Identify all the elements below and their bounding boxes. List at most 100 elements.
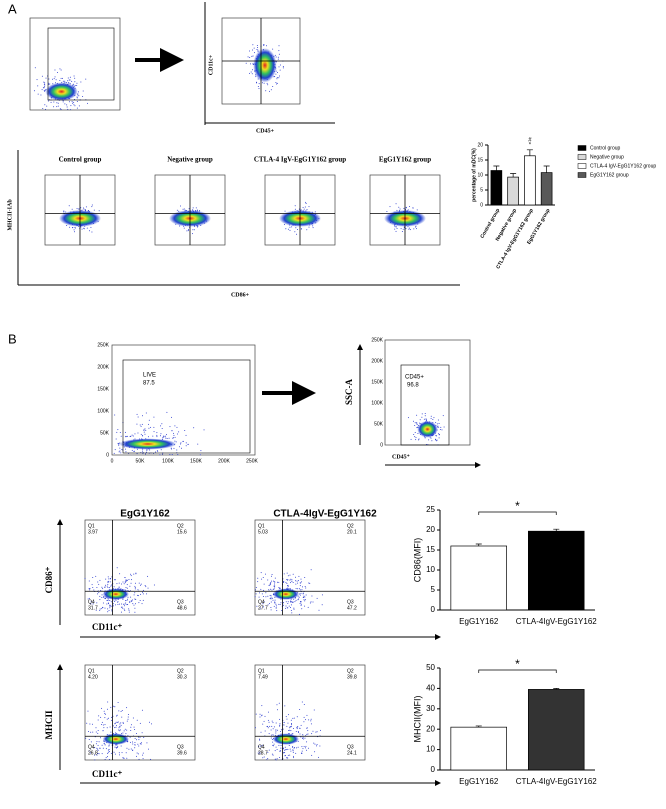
event-dot	[88, 738, 90, 740]
x-tick-label: EgG1Y162	[459, 617, 499, 626]
y-tick-label: 15	[477, 157, 483, 163]
event-dot	[270, 582, 272, 584]
bar	[524, 155, 536, 206]
event-dot	[252, 69, 254, 71]
event-dot	[52, 78, 54, 80]
event-dot	[300, 578, 302, 580]
density	[102, 588, 129, 600]
flow-plot	[44, 174, 116, 246]
event-dot	[258, 746, 260, 748]
event-dot	[91, 206, 93, 208]
event-dot	[49, 83, 51, 85]
event-dot	[318, 609, 320, 611]
event-dot	[112, 603, 114, 605]
event-dot	[268, 721, 270, 723]
event-dot	[261, 578, 263, 580]
event-dot	[252, 44, 254, 46]
event-dot	[259, 607, 261, 609]
event-dot	[143, 429, 145, 431]
event-dot	[419, 419, 421, 421]
event-dot	[403, 207, 405, 209]
event-dot	[305, 201, 307, 203]
event-dot	[416, 423, 418, 425]
event-dot	[140, 583, 142, 585]
event-dot	[73, 231, 75, 233]
x-tick-label: 200K	[218, 458, 230, 464]
event-dot	[292, 746, 294, 748]
quadrant-value: 28.7	[258, 750, 268, 756]
quadrant-value: 47.2	[347, 605, 357, 611]
event-dot	[134, 587, 136, 589]
event-dot	[290, 723, 292, 725]
event-dot	[274, 599, 276, 601]
event-dot	[113, 452, 115, 454]
event-dot	[416, 422, 418, 424]
event-dot	[89, 752, 91, 754]
event-dot	[301, 701, 303, 703]
event-dot	[88, 580, 90, 582]
event-dot	[92, 577, 94, 579]
event-dot	[275, 81, 277, 83]
event-dot	[95, 727, 97, 729]
quadrant-name: Q2	[347, 523, 354, 529]
event-dot	[296, 233, 298, 235]
event-dot	[88, 588, 90, 590]
event-dot	[114, 449, 116, 451]
event-dot	[171, 430, 173, 432]
event-dot	[269, 584, 271, 586]
event-dot	[305, 594, 307, 596]
event-dot	[116, 567, 118, 569]
event-dot	[316, 745, 318, 747]
event-dot	[296, 747, 298, 749]
event-dot	[60, 108, 62, 110]
flow-plot	[111, 344, 256, 456]
event-dot	[129, 585, 131, 587]
flow-plot	[84, 519, 196, 616]
event-dot	[269, 582, 271, 584]
event-dot	[287, 754, 289, 756]
event-dot	[121, 449, 123, 451]
event-dot	[128, 609, 130, 611]
event-dot	[74, 105, 76, 107]
event-dot	[438, 433, 440, 435]
event-dot	[274, 75, 276, 77]
event-dot	[276, 758, 278, 760]
event-dot	[275, 83, 277, 85]
event-dot	[270, 597, 272, 599]
event-dot	[162, 436, 164, 438]
annotation: #	[528, 137, 532, 143]
event-dot	[104, 584, 106, 586]
event-dot	[85, 206, 87, 208]
event-dot	[114, 706, 116, 708]
error-bar	[543, 165, 550, 173]
event-dot	[119, 447, 121, 449]
plot-frame	[84, 664, 196, 761]
event-dot	[271, 753, 273, 755]
event-dot	[48, 78, 50, 80]
quadrant-value: 39.8	[347, 674, 357, 680]
event-dot	[279, 725, 281, 727]
event-dot	[121, 603, 123, 605]
event-dot	[109, 599, 111, 601]
event-dot	[268, 589, 270, 591]
event-dot	[275, 603, 277, 605]
event-dot	[304, 600, 306, 602]
event-dot	[310, 720, 312, 722]
event-dot	[73, 229, 75, 231]
event-dot	[257, 86, 259, 88]
event-dot	[128, 748, 130, 750]
event-dot	[277, 58, 279, 60]
gate	[122, 359, 251, 454]
event-dot	[295, 580, 297, 582]
event-dot	[165, 437, 167, 439]
event-dot	[131, 449, 133, 451]
y-tick-label: 100K	[97, 408, 109, 414]
event-dot	[101, 744, 103, 746]
event-dot	[192, 233, 194, 235]
event-dot	[135, 572, 137, 574]
quadrant-name: Q1	[88, 523, 95, 529]
event-dot	[128, 579, 130, 581]
event-dot	[442, 415, 444, 417]
event-dot	[283, 601, 285, 603]
quadrant-name: Q4	[88, 599, 95, 605]
